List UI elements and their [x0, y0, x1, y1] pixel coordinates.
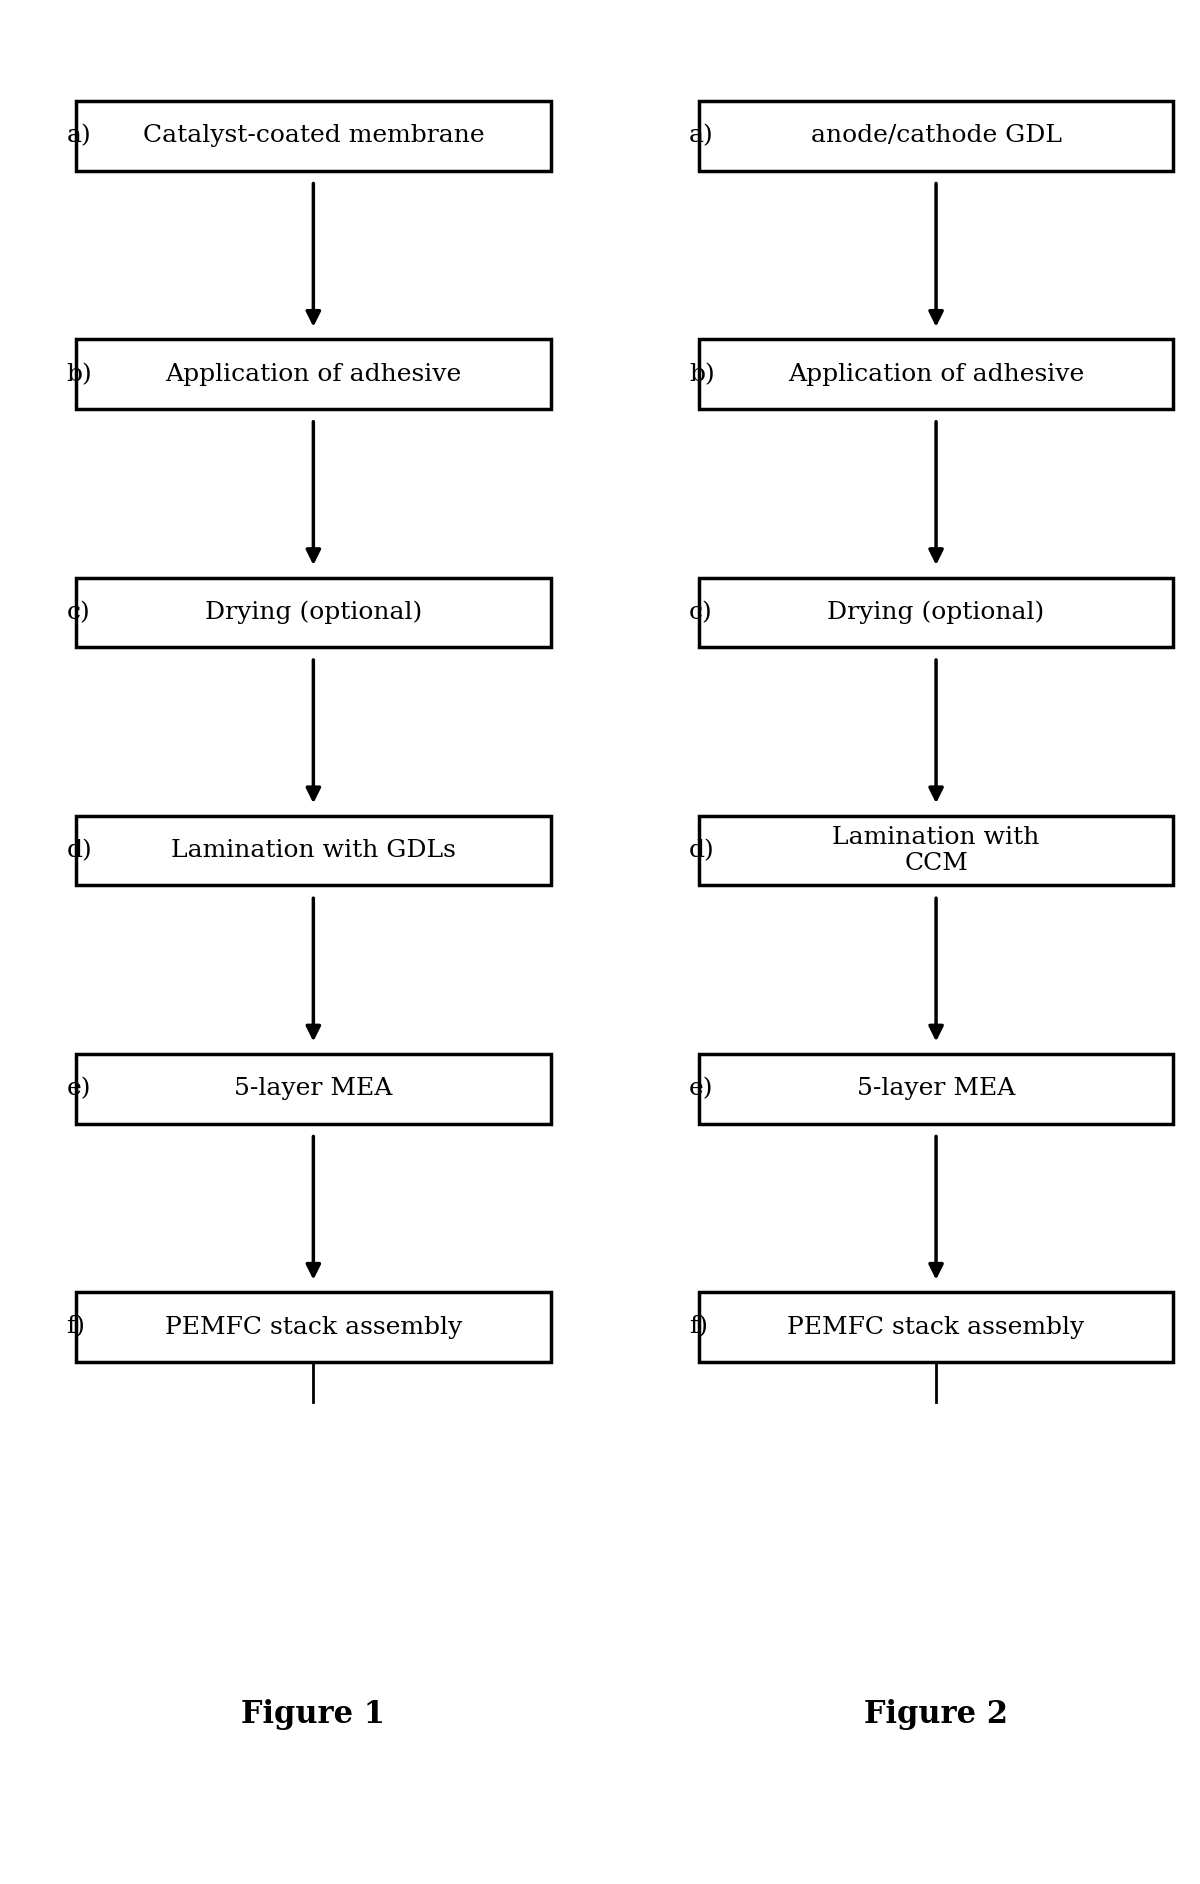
Text: e): e) — [66, 1078, 91, 1100]
Text: c): c) — [66, 601, 90, 624]
Bar — [698, 339, 1174, 409]
Text: 5-layer MEA: 5-layer MEA — [857, 1078, 1015, 1100]
Bar — [698, 1292, 1174, 1362]
Text: Drying (optional): Drying (optional) — [828, 601, 1045, 624]
Text: Catalyst-coated membrane: Catalyst-coated membrane — [143, 124, 484, 147]
Text: Application of adhesive: Application of adhesive — [166, 364, 462, 386]
Text: a): a) — [689, 124, 714, 147]
Text: Drying (optional): Drying (optional) — [205, 601, 422, 624]
Bar — [76, 339, 551, 409]
Bar — [76, 578, 551, 648]
Text: Lamination with GDLs: Lamination with GDLs — [170, 838, 456, 863]
Bar — [698, 102, 1174, 171]
Text: PEMFC stack assembly: PEMFC stack assembly — [164, 1315, 462, 1340]
Text: Lamination with
CCM: Lamination with CCM — [833, 825, 1039, 876]
Text: Figure 2: Figure 2 — [864, 1699, 1008, 1730]
Bar — [76, 102, 551, 171]
Text: b): b) — [689, 364, 715, 386]
Text: d): d) — [689, 838, 715, 863]
Text: anode/cathode GDL: anode/cathode GDL — [810, 124, 1062, 147]
Text: a): a) — [66, 124, 91, 147]
Bar — [76, 1055, 551, 1123]
Text: 5-layer MEA: 5-layer MEA — [234, 1078, 392, 1100]
Bar — [698, 816, 1174, 885]
Text: d): d) — [66, 838, 92, 863]
Text: f): f) — [66, 1315, 85, 1340]
Text: PEMFC stack assembly: PEMFC stack assembly — [787, 1315, 1085, 1340]
Text: e): e) — [689, 1078, 714, 1100]
Text: Application of adhesive: Application of adhesive — [788, 364, 1084, 386]
Text: b): b) — [66, 364, 92, 386]
Text: Figure 1: Figure 1 — [241, 1699, 385, 1730]
Text: c): c) — [689, 601, 713, 624]
Bar — [76, 816, 551, 885]
Bar — [698, 578, 1174, 648]
Text: f): f) — [689, 1315, 708, 1340]
Bar — [698, 1055, 1174, 1123]
Bar — [76, 1292, 551, 1362]
